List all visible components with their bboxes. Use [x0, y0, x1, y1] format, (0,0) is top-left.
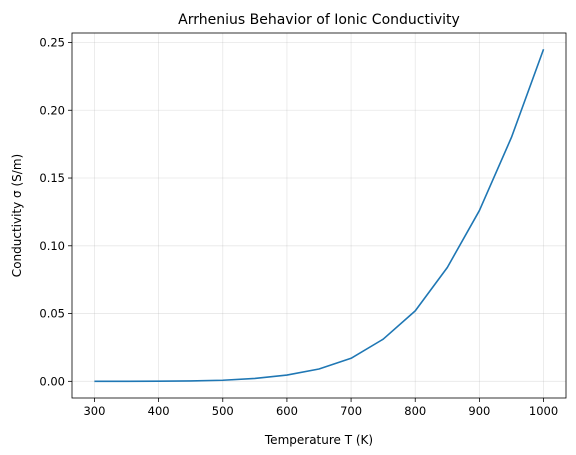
y-tick-label: 0.20: [39, 103, 65, 117]
y-tick-label: 0.10: [39, 239, 65, 253]
plot-area: [94, 48, 545, 383]
series-line: [94, 48, 545, 383]
x-axis: 300 400 500 600 700 800 900 1000: [83, 398, 558, 418]
x-tick-label: 600: [276, 404, 298, 418]
y-axis: 0.00 0.05 0.10 0.15 0.20 0.25: [39, 35, 72, 388]
y-axis-label: Conductivity σ (S/m): [10, 154, 24, 277]
x-tick-label: 400: [148, 404, 170, 418]
x-tick-label: 800: [404, 404, 426, 418]
y-tick-label: 0.05: [39, 307, 65, 321]
x-axis-label: Temperature T (K): [264, 433, 373, 447]
x-tick-label: 1000: [529, 404, 558, 418]
x-tick-label: 700: [340, 404, 362, 418]
axes-frame: [71, 32, 567, 399]
x-tick-label: 300: [83, 404, 105, 418]
y-tick-label: 0.00: [39, 374, 65, 388]
chart-title: Arrhenius Behavior of Ionic Conductivity: [178, 12, 460, 28]
grid: [72, 33, 566, 398]
y-tick-label: 0.25: [39, 35, 65, 49]
x-tick-label: 500: [212, 404, 234, 418]
x-tick-label: 900: [468, 404, 490, 418]
y-tick-label: 0.15: [39, 171, 65, 185]
